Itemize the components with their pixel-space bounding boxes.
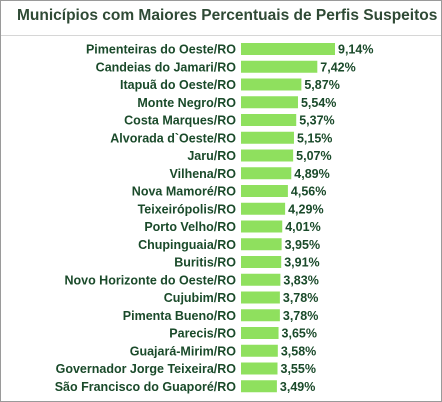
bar <box>241 167 292 180</box>
bar <box>241 273 281 286</box>
value-label: 3,78% <box>283 291 318 305</box>
bar <box>241 238 282 251</box>
bar <box>241 78 302 91</box>
value-label: 3,83% <box>283 273 318 287</box>
bar <box>241 60 318 73</box>
value-label: 3,55% <box>281 362 316 376</box>
value-label: 9,14% <box>338 43 373 57</box>
category-label: Cujubim/RO <box>164 291 236 305</box>
category-label: Costa Marques/RO <box>124 114 236 128</box>
bar <box>241 327 279 339</box>
bar <box>241 309 280 322</box>
bar <box>241 114 297 126</box>
category-label: Parecis/RO <box>169 327 236 341</box>
value-label: 5,87% <box>304 78 339 92</box>
category-label: Nova Mamoré/RO <box>132 185 236 199</box>
value-label: 5,54% <box>301 96 336 110</box>
bar <box>241 220 283 233</box>
bar <box>241 380 277 393</box>
category-label: São Francisco do Guaporé/RO <box>55 380 237 394</box>
value-label: 3,95% <box>285 238 320 252</box>
category-label: Porto Velho/RO <box>144 220 236 234</box>
category-label: Teixeirópolis/RO <box>138 202 237 216</box>
category-label: Pimenteiras do Oeste/RO <box>86 43 236 57</box>
value-label: 7,42% <box>320 60 355 74</box>
bar <box>241 362 278 375</box>
value-label: 4,29% <box>288 202 323 216</box>
category-label: Jaru/RO <box>187 149 236 163</box>
category-label: Chupinguaia/RO <box>138 238 236 252</box>
title-divider <box>1 35 441 36</box>
category-label: Novo Horizonte do Oeste/RO <box>64 273 236 287</box>
category-label: Candeias do Jamari/RO <box>96 60 237 74</box>
bar <box>241 202 286 215</box>
value-label: 3,58% <box>281 344 316 358</box>
bar <box>241 149 294 162</box>
value-label: 4,01% <box>285 220 320 234</box>
category-label: Alvorada d`Oeste/RO <box>110 131 236 145</box>
value-label: 5,37% <box>299 114 334 128</box>
bar <box>241 291 280 304</box>
category-label: Guajará-Mirim/RO <box>130 344 237 358</box>
value-label: 3,49% <box>280 380 315 394</box>
value-label: 3,91% <box>284 256 319 270</box>
bar <box>241 344 278 357</box>
bar <box>241 256 282 268</box>
category-label: Monte Negro/RO <box>137 96 236 110</box>
value-label: 4,89% <box>294 167 329 181</box>
category-label: Vilhena/RO <box>170 167 237 181</box>
value-label: 3,65% <box>282 327 317 341</box>
value-label: 5,07% <box>296 149 331 163</box>
value-label: 4,56% <box>291 185 326 199</box>
category-label: Buritis/RO <box>174 256 236 270</box>
bar <box>241 96 298 109</box>
bar <box>241 131 294 144</box>
value-label: 5,15% <box>297 131 332 145</box>
category-label: Governador Jorge Teixeira/RO <box>56 362 237 376</box>
bar <box>241 43 335 55</box>
value-label: 3,78% <box>283 309 318 323</box>
bar <box>241 185 288 197</box>
chart-title: Municípios com Maiores Percentuais de Pe… <box>17 7 438 24</box>
category-label: Itapuã do Oeste/RO <box>120 78 236 92</box>
category-label: Pimenta Bueno/RO <box>123 309 236 323</box>
